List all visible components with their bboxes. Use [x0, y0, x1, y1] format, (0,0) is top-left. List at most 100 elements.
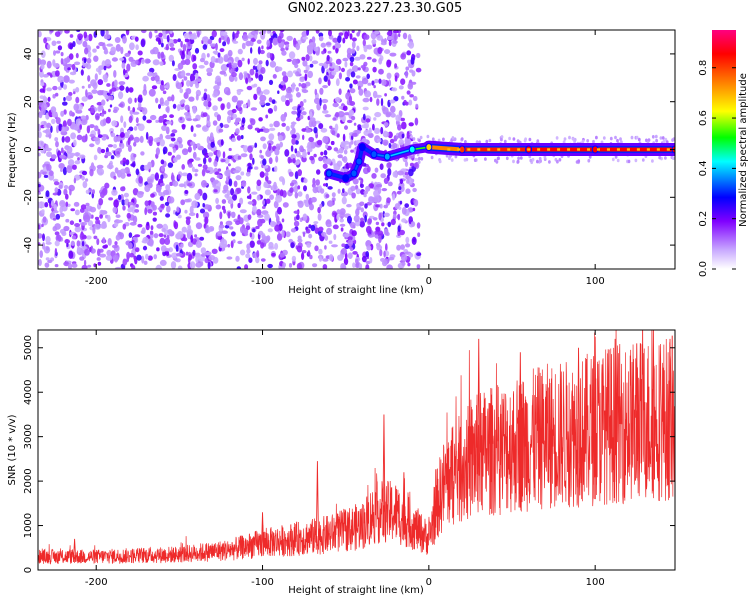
spectrogram-cell — [184, 209, 188, 214]
spectrogram-cell — [254, 33, 258, 40]
spectrogram-cell — [89, 124, 95, 129]
spectrogram-cell — [276, 233, 283, 241]
spectrogram-cell — [249, 240, 255, 248]
spectrogram-cell — [264, 189, 271, 196]
spectrogram-cell — [248, 166, 253, 170]
spectrogram-cell — [166, 205, 171, 213]
spectrogram-cell — [351, 37, 357, 42]
spectrogram-cell — [259, 49, 265, 55]
spectrogram-ridge-peak — [577, 148, 581, 151]
spectrogram-cell — [52, 94, 56, 99]
spectrogram-cell — [365, 260, 371, 265]
spectrogram-cell — [69, 43, 74, 50]
spectrogram-cell — [159, 61, 164, 66]
spectrogram-cell — [68, 91, 73, 97]
spectrogram-cell — [47, 96, 51, 102]
spectrogram-cell — [362, 113, 366, 121]
spectrogram-cell — [412, 238, 416, 243]
spectrogram-cell — [426, 134, 430, 139]
spectrogram-cell — [516, 159, 520, 164]
spectrogram-cell — [268, 79, 274, 85]
spectrogram-cell — [302, 150, 307, 159]
spectrogram-cell — [249, 68, 255, 76]
spectrogram-cell — [407, 177, 413, 186]
spectrogram-cell — [107, 214, 111, 223]
spectrogram-cell — [364, 203, 368, 209]
spectrogram-cell — [178, 144, 183, 148]
spectrogram-cell — [212, 105, 218, 111]
spectrogram-cell — [180, 243, 184, 248]
spectrogram-cell — [316, 103, 321, 111]
spectrogram-cell — [92, 48, 97, 53]
spectrogram-cell — [416, 264, 421, 269]
spectrogram-cell — [373, 117, 377, 121]
spectrogram-cell — [63, 97, 66, 102]
spectrogram-cell — [172, 147, 176, 153]
spectrogram-cell — [219, 224, 225, 229]
spectrogram-cell — [297, 169, 303, 177]
spectrogram-cell — [83, 259, 87, 267]
spectrogram-cell — [316, 139, 323, 146]
spectrogram-cell — [381, 79, 387, 86]
spectrogram-cell — [90, 248, 96, 254]
spectrogram-cell — [269, 127, 276, 131]
spectrogram-cell — [203, 60, 209, 66]
spectrogram-cell — [293, 185, 298, 194]
spectrogram-y-tick-label: 0 — [23, 146, 34, 152]
spectrogram-cell — [337, 254, 344, 261]
spectrogram-cell — [438, 159, 442, 164]
spectrogram-cell — [379, 163, 384, 170]
spectrogram-cell — [517, 156, 520, 161]
spectrogram-cell — [137, 223, 143, 228]
spectrogram-cell — [170, 261, 177, 269]
spectrogram-cell — [96, 45, 100, 49]
spectrogram-cell — [555, 136, 559, 140]
snr-spike — [635, 343, 639, 481]
spectrogram-cell — [206, 166, 214, 171]
spectrogram-x-ticks: -200 -100 0 100 — [85, 30, 605, 287]
spectrogram-cell — [236, 135, 242, 141]
spectrogram-cell — [500, 135, 504, 139]
spectrogram-cell — [351, 41, 356, 49]
spectrogram-cell — [64, 30, 70, 34]
spectrogram-cell — [315, 30, 320, 34]
spectrogram-cell — [324, 235, 329, 241]
spectrogram-cell — [58, 123, 62, 132]
spectrogram-cell — [92, 226, 96, 235]
spectrogram-cell — [171, 94, 175, 102]
spectrogram-cell — [373, 85, 376, 89]
spectrogram-cell — [378, 57, 383, 65]
spectrogram-cell — [313, 46, 319, 52]
spectrogram-cell — [92, 189, 95, 195]
spectrogram-cell — [312, 177, 316, 186]
spectrogram-cell — [187, 224, 192, 232]
spectrogram-cell — [407, 262, 411, 267]
spectrogram-cell — [350, 48, 356, 54]
spectrogram-cell — [503, 139, 507, 144]
spectrogram-cell — [263, 30, 266, 33]
spectrogram-cell — [94, 125, 99, 132]
spectrogram-cell — [82, 40, 88, 48]
spectrogram-cell — [383, 250, 386, 258]
spectrogram-cell — [315, 179, 321, 186]
spectrogram-cell — [38, 259, 42, 266]
spectrogram-cell — [281, 50, 287, 56]
spectrogram-cell — [144, 200, 149, 207]
spectrogram-cell — [340, 248, 348, 255]
spectrogram-cell — [256, 179, 262, 187]
spectrogram-ridge-peak — [626, 148, 630, 151]
spectrogram-cell — [86, 125, 91, 134]
spectrogram-cell — [407, 82, 414, 90]
spectrogram-cell — [338, 72, 342, 80]
spectrogram-cell — [225, 169, 231, 177]
spectrogram-cell — [66, 165, 73, 174]
spectrogram-cell — [473, 158, 477, 162]
spectrogram-cell — [291, 134, 297, 139]
spectrogram-cell — [400, 117, 406, 122]
spectrogram-ridge-point — [383, 152, 391, 161]
spectrogram-cell — [287, 70, 293, 78]
spectrogram-cell — [60, 126, 67, 133]
spectrogram-cell — [271, 252, 276, 257]
spectrogram-cell — [155, 184, 162, 193]
spectrogram-cell — [247, 145, 253, 153]
